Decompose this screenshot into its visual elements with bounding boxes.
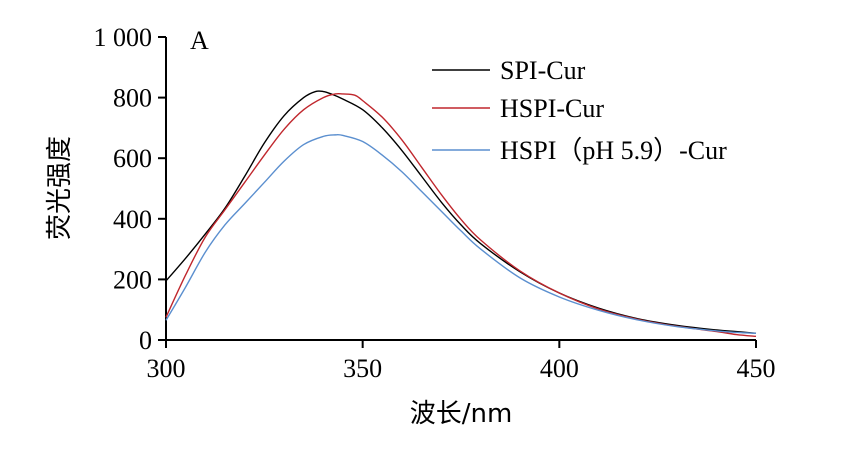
legend-item-spi-cur: SPI-Cur [432,56,586,85]
x-tick-label: 300 [147,354,186,383]
legend-item-hspi-cur: HSPI-Cur [432,94,604,123]
legend-item-hspi-ph59-cur: HSPI（pH 5.9）-Cur [432,136,727,165]
series-lines [165,90,757,338]
y-tick-label: 0 [139,326,152,355]
x-tick-label: 450 [737,354,776,383]
panel-label: A [190,26,209,55]
y-tick-label: 1 000 [94,23,153,52]
x-tick-label: 350 [343,354,382,383]
legend-label: HSPI-Cur [500,94,604,123]
hspi-cur-line [165,92,757,338]
y-axis-title: 荧光强度 [45,136,75,240]
spi-cur-line [165,90,757,335]
y-tick-label: 600 [113,144,152,173]
x-tick-label: 400 [540,354,579,383]
y-tick-label: 200 [113,265,152,294]
axes [165,37,756,341]
hspi-ph59-cur-line [165,133,757,335]
x-axis-title: 波长/nm [410,399,513,429]
y-ticks: 0 200 400 600 800 1 000 [94,23,166,355]
legend-label: SPI-Cur [500,56,586,85]
x-ticks: 300 350 400 450 [147,340,776,383]
legend-label: HSPI（pH 5.9）-Cur [500,136,727,165]
y-tick-label: 400 [113,205,152,234]
y-tick-label: 800 [113,84,152,113]
legend: SPI-Cur HSPI-Cur HSPI（pH 5.9）-Cur [432,56,727,165]
